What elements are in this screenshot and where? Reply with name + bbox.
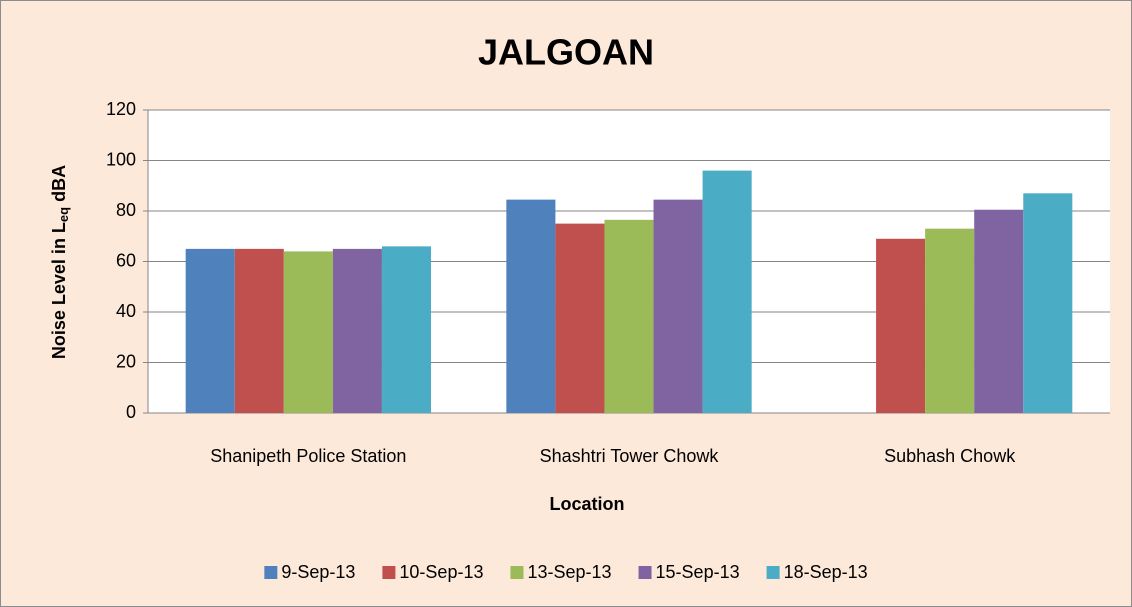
x-axis-label: Location	[550, 494, 625, 514]
bar	[185, 248, 235, 413]
y-tick-label: 120	[106, 99, 136, 119]
bar	[1023, 193, 1073, 413]
x-tick-label: Shanipeth Police Station	[210, 446, 406, 466]
legend-swatch	[382, 566, 396, 579]
legend-label: 9-Sep-13	[281, 562, 355, 582]
bar	[555, 223, 605, 413]
x-tick-label: Subhash Chowk	[884, 446, 1016, 466]
y-tick-label: 20	[116, 351, 136, 371]
bar	[653, 199, 703, 413]
y-axis-label: Noise Level in Leq dBA	[49, 165, 72, 359]
y-tick-label: 100	[106, 149, 136, 169]
x-tick-label: Shashtri Tower Chowk	[540, 446, 720, 466]
y-label-main: Noise Level in L	[49, 222, 69, 359]
bar	[876, 238, 926, 413]
legend-label: 15-Sep-13	[656, 562, 740, 582]
bar	[381, 246, 431, 413]
bar	[283, 251, 333, 413]
legend-swatch	[264, 566, 278, 579]
bar	[234, 248, 284, 413]
y-label-subscript: eq	[56, 207, 71, 222]
bar	[974, 209, 1024, 413]
legend-label: 13-Sep-13	[527, 562, 611, 582]
y-tick-label: 0	[126, 402, 136, 422]
y-tick-label: 40	[116, 301, 136, 321]
y-tick-label: 60	[116, 250, 136, 270]
bar	[702, 170, 752, 413]
legend-label: 10-Sep-13	[399, 562, 483, 582]
legend-label: 18-Sep-13	[784, 562, 868, 582]
legend-swatch	[638, 566, 652, 579]
y-label-unit: dBA	[49, 165, 69, 202]
bar	[925, 228, 975, 413]
bar	[332, 248, 382, 413]
bar	[506, 199, 556, 413]
bar	[604, 219, 654, 413]
legend-swatch	[510, 566, 524, 579]
legend-swatch	[766, 566, 780, 579]
y-tick-label: 80	[116, 200, 136, 220]
chart-title: JALGOAN	[478, 32, 654, 73]
